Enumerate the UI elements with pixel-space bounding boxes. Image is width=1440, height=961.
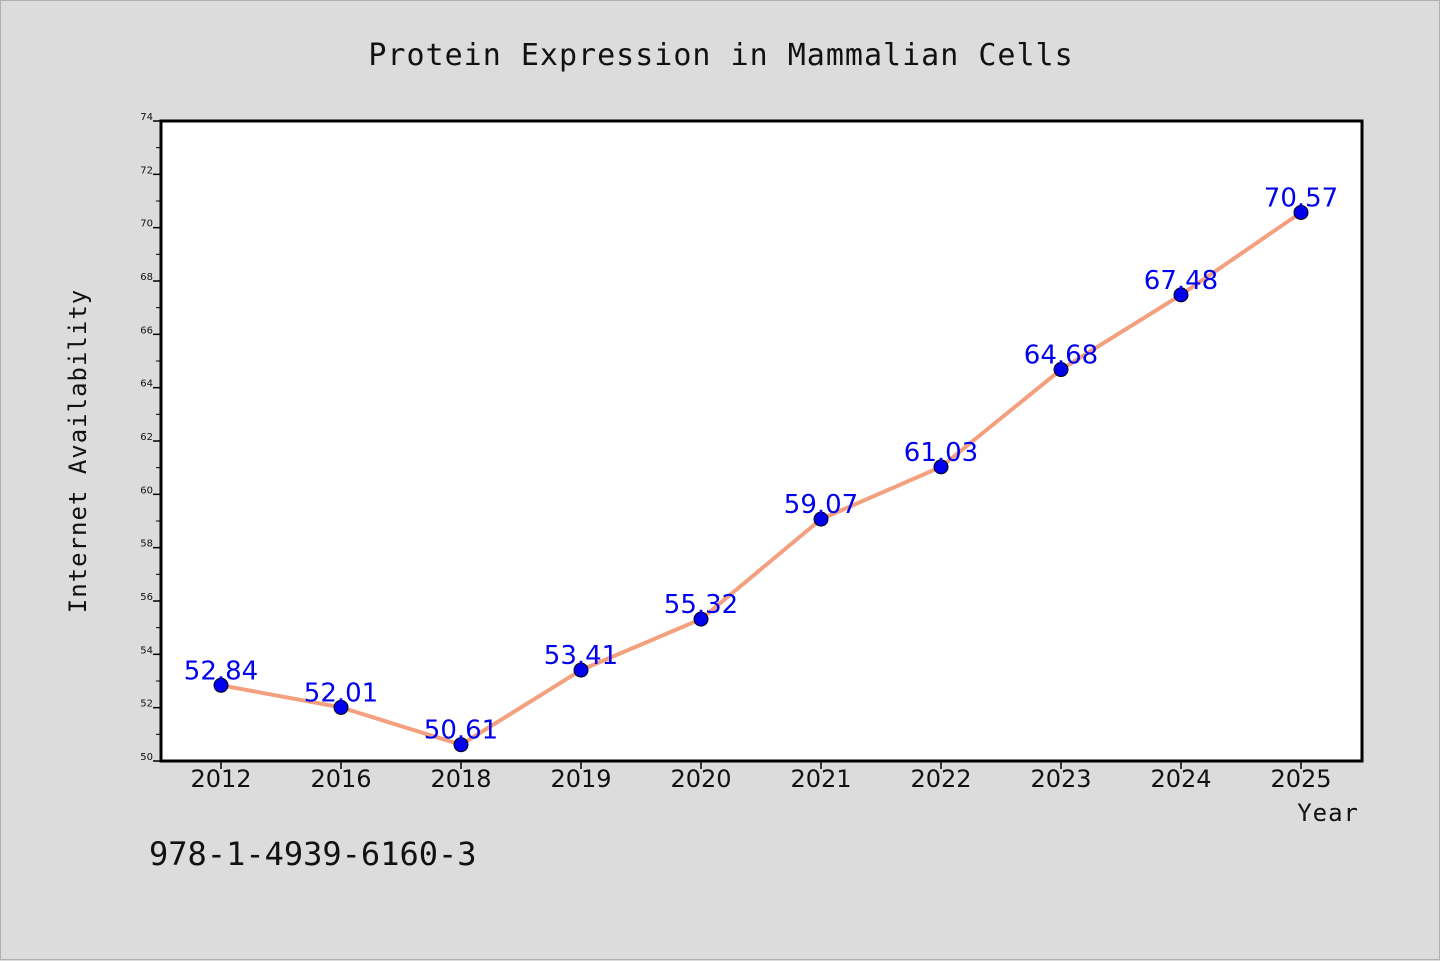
data-label: 50.61	[424, 716, 498, 746]
x-axis: 2012 2016 2018 2019 2020 2021 2022 2023 2024 2025	[190, 761, 1332, 793]
data-point	[213, 677, 229, 693]
y-tick-label: 68	[140, 272, 153, 283]
series-markers	[213, 204, 1309, 753]
data-label: 70.57	[1264, 183, 1338, 213]
data-label: 52.01	[304, 678, 378, 708]
y-axis: 50 52 54 56 58 60 62 64 66 68 70 72 74	[140, 112, 161, 763]
data-point	[1173, 287, 1189, 303]
x-axis-label: Year	[1297, 799, 1359, 827]
data-label: 59.07	[784, 490, 858, 520]
plot-area	[159, 119, 1364, 763]
data-labels: 52.84 52.01 50.61 53.41 55.32 59.07 61.03 64.68…	[184, 183, 1338, 745]
y-tick-label: 60	[140, 485, 153, 496]
data-label: 52.84	[184, 656, 258, 686]
data-label: 64.68	[1024, 341, 1098, 371]
x-tick-label: 2021	[790, 765, 851, 793]
data-point	[453, 737, 469, 753]
series-line	[219, 210, 1303, 747]
data-label: 53.41	[544, 641, 618, 671]
data-point	[333, 699, 349, 715]
x-tick-label: 2020	[670, 765, 731, 793]
y-tick-label: 70	[140, 219, 153, 230]
x-tick-label: 2019	[550, 765, 611, 793]
y-tick-label: 50	[140, 752, 153, 763]
data-point	[813, 511, 829, 527]
data-point	[933, 459, 949, 475]
y-tick-label: 56	[140, 592, 153, 603]
x-tick-label: 2024	[1150, 765, 1211, 793]
x-tick-label: 2016	[310, 765, 371, 793]
data-point	[573, 662, 589, 678]
x-tick-label: 2018	[430, 765, 491, 793]
chart-title: Protein Expression in Mammalian Cells	[368, 38, 1073, 73]
data-point	[1053, 362, 1069, 378]
data-label: 61.03	[904, 438, 978, 468]
y-tick-label: 64	[140, 379, 153, 390]
data-label: 67.48	[1144, 266, 1218, 296]
data-point	[1293, 204, 1309, 220]
y-tick-label: 52	[140, 699, 153, 710]
data-label: 55.32	[664, 590, 738, 620]
y-tick-label: 72	[140, 165, 153, 176]
data-point	[693, 611, 709, 627]
x-tick-label: 2023	[1030, 765, 1091, 793]
y-tick-label: 58	[140, 539, 153, 550]
x-tick-label: 2025	[1270, 765, 1331, 793]
y-tick-label: 74	[140, 112, 153, 123]
y-tick-label: 54	[140, 645, 153, 656]
y-axis-label: Internet Availability	[64, 289, 92, 613]
isbn-annotation: 978-1-4939-6160-3	[149, 835, 477, 873]
y-tick-label: 66	[140, 325, 153, 336]
x-tick-label: 2012	[190, 765, 251, 793]
x-tick-label: 2022	[910, 765, 971, 793]
y-tick-label: 62	[140, 432, 153, 443]
